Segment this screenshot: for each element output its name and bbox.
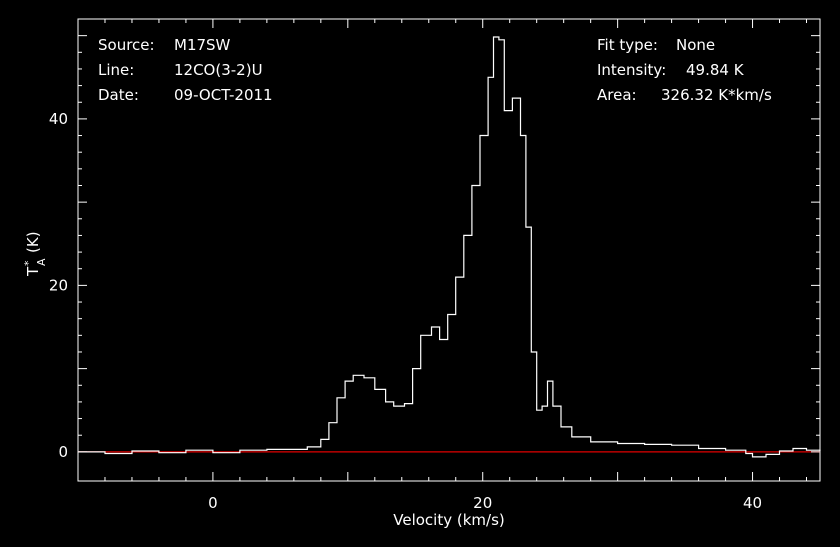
x-tick-label: 0 (208, 494, 218, 512)
info-intensity-label: Intensity: (597, 61, 666, 79)
x-tick-label: 40 (743, 494, 762, 512)
axis-ticks (77, 18, 820, 481)
info-fittype-label: Fit type: (597, 36, 658, 54)
info-line-label: Line: (98, 61, 134, 79)
plot-frame (77, 18, 821, 482)
info-fittype-value: None (676, 36, 715, 54)
y-axis-label-sup: * (22, 260, 35, 266)
info-source-label: Source: (98, 36, 155, 54)
info-area-value: 326.32 K*km/s (661, 86, 772, 104)
info-date-value: 09-OCT-2011 (174, 86, 273, 104)
axis-tick-labels: 0 20 40 0 20 40 (49, 110, 762, 512)
y-axis-label-sub: A (35, 258, 48, 266)
spectrum-line (78, 36, 821, 458)
y-tick-label: 40 (49, 110, 68, 128)
y-tick-label: 0 (58, 443, 68, 461)
y-tick-label: 20 (49, 276, 68, 294)
y-axis-label-unit: (K) (24, 231, 42, 253)
x-axis-label: Velocity (km/s) (393, 511, 504, 529)
info-source-value: M17SW (174, 36, 231, 54)
info-line-value: 12CO(3-2)U (174, 61, 263, 79)
info-area-label: Area: (597, 86, 637, 104)
y-axis-label: T * A (K) (22, 231, 48, 277)
y-axis-label-main: T (24, 266, 42, 277)
info-date-label: Date: (98, 86, 139, 104)
info-intensity-value: 49.84 K (686, 61, 745, 79)
x-tick-label: 20 (473, 494, 492, 512)
